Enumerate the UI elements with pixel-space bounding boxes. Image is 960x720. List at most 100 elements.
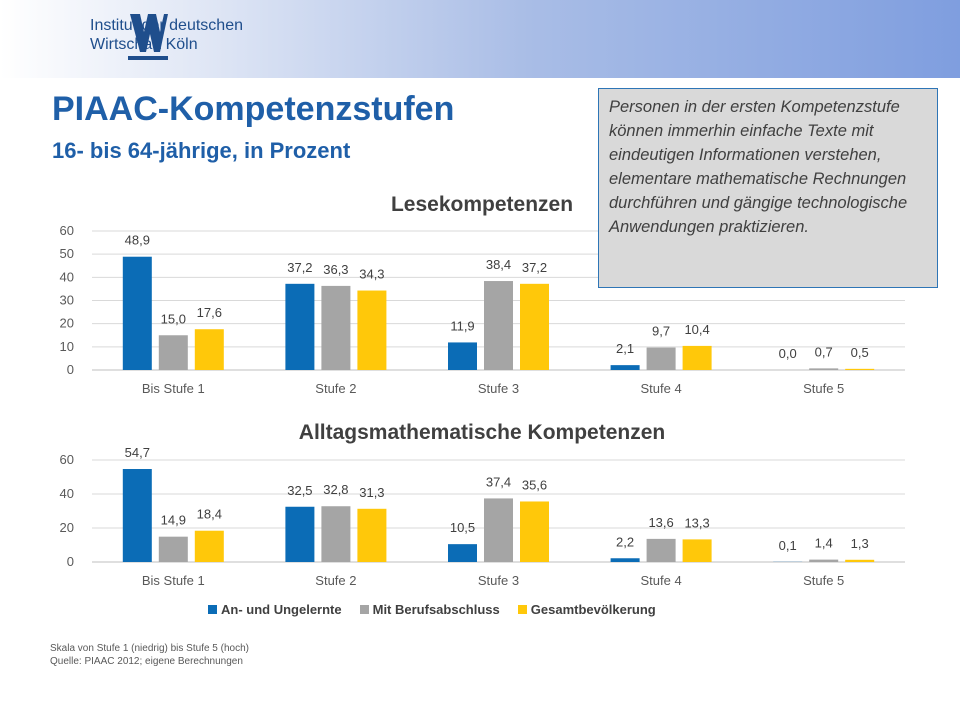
lese-data-label-2-1: 15,0: [161, 311, 186, 326]
mathe-data-label-2-5: 1,4: [815, 536, 833, 551]
callout-box: Personen in der ersten Kompetenzstufe kö…: [598, 88, 938, 288]
lese-bar-1-1: [122, 256, 152, 370]
lese-bar-1-2: [285, 283, 315, 370]
lese-bar-3-4: [682, 345, 712, 370]
mathe-x-tick-1: Bis Stufe 1: [142, 573, 205, 588]
lese-data-label-2-4: 9,7: [652, 324, 670, 339]
mathe-bar-2-2: [321, 506, 351, 562]
mathe-x-tick-3: Stufe 3: [478, 573, 519, 588]
mathe-y-tick-0: 0: [67, 554, 74, 569]
mathe-x-tick-4: Stufe 4: [640, 573, 681, 588]
lese-data-label-2-3: 38,4: [486, 257, 511, 272]
logo-text: Institut der deutschen Wirtschaft Köln: [90, 16, 243, 54]
mathe-bar-2-3: [484, 498, 513, 562]
lese-x-tick-3: Stufe 3: [478, 381, 519, 396]
lese-bar-1-4: [610, 365, 640, 370]
lese-data-label-1-3: 11,9: [450, 318, 474, 333]
mathe-data-label-3-1: 18,4: [197, 507, 222, 522]
mathe-bar-3-5: [845, 559, 875, 562]
legend-label-3: Gesamtbevölkerung: [530, 602, 656, 617]
mathe-bar-3-3: [520, 501, 549, 562]
lese-bar-2-2: [321, 285, 351, 370]
lese-data-label-3-1: 17,6: [197, 305, 222, 320]
mathe-data-label-3-3: 35,6: [522, 477, 547, 492]
lese-bar-2-5: [809, 368, 839, 370]
mathe-bar-2-1: [158, 536, 188, 562]
lese-y-tick-40: 40: [60, 269, 74, 284]
lese-bar-3-3: [520, 283, 549, 370]
legend: An- und Ungelernte Mit Berufsabschluss G…: [208, 602, 656, 617]
mathe-x-tick-2: Stufe 2: [315, 573, 356, 588]
legend-item-2: Mit Berufsabschluss: [359, 602, 500, 617]
lese-y-tick-30: 30: [60, 293, 74, 308]
lese-bar-2-3: [484, 281, 513, 370]
lese-data-label-2-2: 36,3: [323, 262, 348, 277]
lese-bar-3-1: [194, 329, 224, 370]
lese-bar-2-1: [158, 335, 188, 370]
mathe-data-label-1-1: 54,7: [125, 445, 150, 460]
mathe-chart-title: Alltagsmathematische Kompetenzen: [299, 421, 665, 444]
mathe-bar-1-4: [610, 558, 640, 562]
lese-x-tick-4: Stufe 4: [640, 381, 681, 396]
mathe-data-label-1-2: 32,5: [287, 483, 312, 498]
logo-line-2: Wirtschaft Köln: [90, 36, 198, 53]
lese-data-label-1-1: 48,9: [125, 233, 150, 248]
lese-x-tick-2: Stufe 2: [315, 381, 356, 396]
mathe-data-label-1-5: 0,1: [779, 538, 797, 553]
iw-logo: [128, 14, 168, 60]
mathe-bar-2-4: [646, 538, 676, 562]
legend-item-3: Gesamtbevölkerung: [517, 602, 656, 617]
lese-y-tick-60: 60: [60, 223, 74, 238]
lese-bar-3-2: [357, 290, 387, 370]
mathe-bar-3-1: [194, 530, 224, 562]
legend-swatch-3: [517, 605, 527, 614]
mathe-bar-3-4: [682, 539, 712, 562]
mathe-data-label-2-3: 37,4: [486, 474, 511, 489]
mathe-data-label-3-2: 31,3: [359, 485, 384, 500]
mathe-data-label-3-4: 13,3: [684, 515, 709, 530]
lese-bar-2-4: [646, 347, 676, 370]
footnote-source: Quelle: PIAAC 2012; eigene Berechnungen: [50, 656, 243, 667]
lese-data-label-3-4: 10,4: [684, 322, 709, 337]
mathe-data-label-1-4: 2,2: [616, 534, 634, 549]
logo-line-1: Institut der deutschen: [90, 17, 243, 34]
legend-swatch-2: [359, 605, 369, 614]
lese-y-tick-10: 10: [60, 339, 74, 354]
mathe-x-tick-5: Stufe 5: [803, 573, 844, 588]
mathe-bar-2-5: [809, 559, 839, 562]
mathe-bar-3-2: [357, 508, 387, 562]
page-subtitle: 16- bis 64-jährige, in Prozent: [52, 138, 351, 163]
mathe-data-label-2-4: 13,6: [648, 515, 673, 530]
lese-data-label-3-5: 0,5: [851, 345, 869, 360]
lese-bar-1-3: [448, 342, 477, 370]
lese-data-label-2-5: 0,7: [815, 344, 833, 359]
lese-data-label-3-3: 37,2: [522, 260, 547, 275]
lese-x-tick-5: Stufe 5: [803, 381, 844, 396]
legend-label-2: Mit Berufsabschluss: [372, 602, 500, 617]
legend-swatch-1: [208, 605, 217, 614]
lese-y-tick-20: 20: [60, 316, 74, 331]
lese-data-label-1-5: 0,0: [779, 346, 797, 361]
lese-y-tick-0: 0: [67, 362, 74, 377]
legend-label-1: An- und Ungelernte: [221, 602, 342, 617]
mathe-data-label-2-2: 32,8: [323, 482, 348, 497]
mathe-data-label-2-1: 14,9: [161, 513, 186, 528]
footnote-scale: Skala von Stufe 1 (niedrig) bis Stufe 5 …: [50, 643, 249, 654]
lese-chart-title: Lesekompetenzen: [391, 193, 573, 216]
lese-x-tick-1: Bis Stufe 1: [142, 381, 205, 396]
legend-item-1: An- und Ungelernte: [208, 602, 342, 617]
page-title: PIAAC-Kompetenzstufen: [52, 90, 455, 128]
lese-bar-3-5: [845, 368, 875, 370]
lese-data-label-1-2: 37,2: [287, 260, 312, 275]
lese-data-label-1-4: 2,1: [616, 341, 634, 356]
lese-data-label-3-2: 34,3: [359, 267, 384, 282]
mathe-bar-1-3: [448, 544, 477, 562]
mathe-y-tick-20: 20: [60, 520, 74, 535]
mathe-y-tick-60: 60: [60, 452, 74, 467]
mathe-bar-1-2: [285, 506, 315, 562]
lese-y-tick-50: 50: [60, 246, 74, 261]
mathe-bar-1-1: [122, 469, 152, 562]
mathe-data-label-3-5: 1,3: [851, 536, 869, 551]
mathe-y-tick-40: 40: [60, 486, 74, 501]
